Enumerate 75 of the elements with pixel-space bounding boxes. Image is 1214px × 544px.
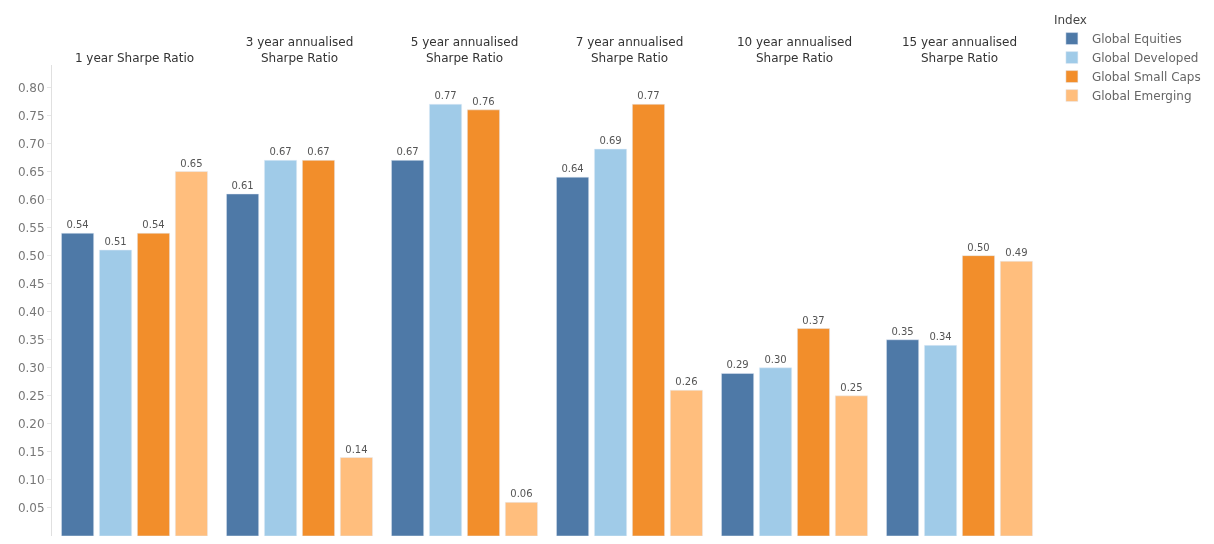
bar xyxy=(886,339,919,536)
x-tick-label: 15 year annualised Sharpe Ratio xyxy=(901,35,1018,65)
data-label: 0.29 xyxy=(726,359,749,371)
data-label: 0.67 xyxy=(396,146,419,158)
data-label: 0.65 xyxy=(180,157,203,169)
legend-label: Global Small Caps xyxy=(1091,70,1201,85)
data-label: 0.26 xyxy=(675,376,698,388)
bar xyxy=(556,176,589,536)
data-label: 0.77 xyxy=(434,90,457,102)
y-tick-label: 0.10 xyxy=(17,473,45,488)
data-label: 0.67 xyxy=(269,146,292,158)
x-tick-label: 3 year annualised Sharpe Ratio xyxy=(245,35,354,65)
bar xyxy=(835,395,868,536)
x-tick-label: 10 year annualised Sharpe Ratio xyxy=(736,35,853,65)
data-label: 0.50 xyxy=(967,241,990,253)
bar xyxy=(264,160,297,536)
data-label: 0.30 xyxy=(764,353,787,365)
legend-label: Global Emerging xyxy=(1091,89,1192,104)
y-tick-label: 0.50 xyxy=(17,248,45,263)
bar xyxy=(962,255,995,536)
data-label: 0.35 xyxy=(891,325,914,337)
y-tick-label: 0.25 xyxy=(17,389,45,404)
x-tick-label: 1 year Sharpe Ratio xyxy=(74,50,195,65)
data-label: 0.69 xyxy=(599,135,622,147)
bar xyxy=(226,193,259,536)
data-label: 0.51 xyxy=(104,236,127,248)
data-label: 0.54 xyxy=(66,219,89,231)
bar xyxy=(594,148,627,536)
data-label: 0.64 xyxy=(561,163,584,175)
y-tick-label: 0.70 xyxy=(17,136,45,151)
data-label: 0.76 xyxy=(472,95,495,107)
data-label: 0.67 xyxy=(307,146,330,158)
bar xyxy=(670,389,703,536)
y-tick-label: 0.05 xyxy=(17,501,45,516)
bar xyxy=(61,232,94,536)
data-label: 0.34 xyxy=(929,331,952,343)
bar xyxy=(721,373,754,536)
bar xyxy=(797,328,830,536)
data-label: 0.54 xyxy=(142,219,165,231)
y-tick-label: 0.80 xyxy=(17,80,45,95)
bar xyxy=(175,171,208,536)
bar xyxy=(137,232,170,536)
bar xyxy=(429,104,462,536)
bar xyxy=(302,160,335,536)
y-tick-label: 0.35 xyxy=(17,332,45,347)
y-tick-label: 0.60 xyxy=(17,192,45,207)
data-label: 0.37 xyxy=(802,314,825,326)
y-tick-label: 0.20 xyxy=(17,417,45,432)
data-label: 0.06 xyxy=(510,488,533,500)
y-tick-label: 0.45 xyxy=(17,276,45,291)
y-tick-label: 0.15 xyxy=(17,445,45,460)
bar xyxy=(759,367,792,536)
bar xyxy=(632,104,665,536)
bar xyxy=(391,160,424,536)
y-tick-label: 0.75 xyxy=(17,108,45,123)
y-tick-label: 0.65 xyxy=(17,164,45,179)
y-tick-label: 0.30 xyxy=(17,360,45,375)
bar xyxy=(340,457,373,536)
bar xyxy=(99,249,132,536)
data-label: 0.14 xyxy=(345,443,368,455)
bar xyxy=(924,345,957,536)
data-label: 0.61 xyxy=(231,179,254,191)
data-label: 0.49 xyxy=(1005,247,1028,259)
bar xyxy=(505,502,538,536)
data-label: 0.25 xyxy=(840,381,863,393)
bar xyxy=(1000,261,1033,536)
data-label: 0.77 xyxy=(637,90,660,102)
legend-label: Global Equities xyxy=(1091,32,1182,47)
x-tick-label: 5 year annualised Sharpe Ratio xyxy=(410,35,519,65)
x-tick-label: 7 year annualised Sharpe Ratio xyxy=(575,35,684,65)
legend-title: Index xyxy=(1053,13,1087,28)
y-tick-label: 0.40 xyxy=(17,304,45,319)
bar xyxy=(467,109,500,536)
legend-label: Global Developed xyxy=(1091,51,1199,66)
y-tick-label: 0.55 xyxy=(17,220,45,235)
